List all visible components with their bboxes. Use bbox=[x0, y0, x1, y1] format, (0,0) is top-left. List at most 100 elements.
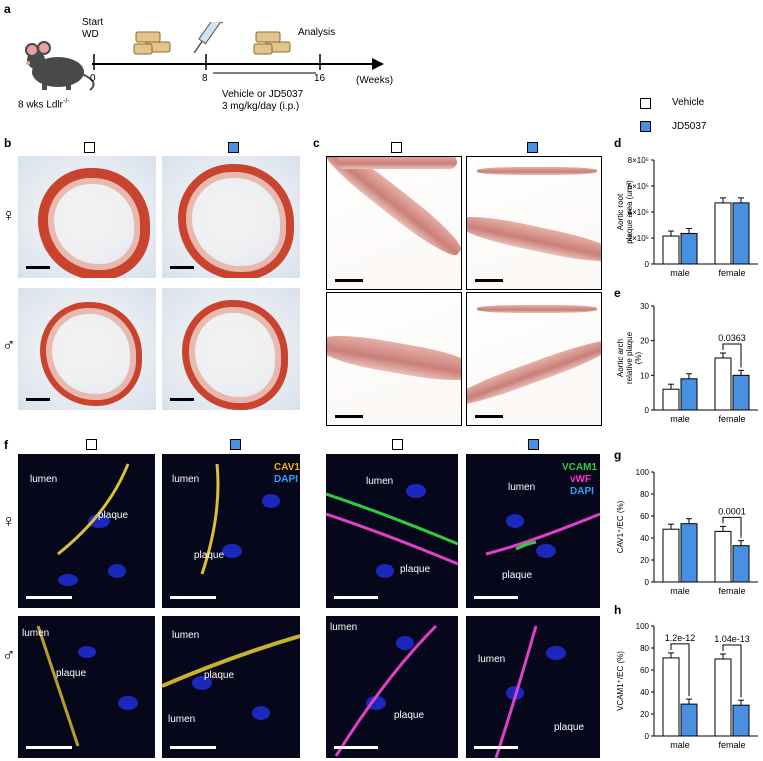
y-axis-label: relative plaque bbox=[625, 331, 634, 384]
y-tick-label: 100 bbox=[636, 622, 650, 631]
panel-label-a: a bbox=[4, 2, 11, 16]
bar-jd5037-female bbox=[732, 202, 750, 265]
bar-jd5037-male bbox=[680, 523, 698, 583]
male-symbol-b: ♂ bbox=[2, 335, 16, 355]
p-value-label: 0.0001 bbox=[718, 506, 746, 516]
lumen-label: lumen bbox=[172, 474, 200, 485]
plaque-label: plaque bbox=[194, 550, 225, 561]
aortic-arch-image-male-jd5037 bbox=[466, 292, 602, 426]
bar-jd5037-female bbox=[732, 374, 750, 411]
legend-jd5037-label: JD5037 bbox=[672, 121, 707, 132]
y-tick-label: 20 bbox=[640, 556, 649, 565]
female-symbol-f: ♀ bbox=[2, 511, 16, 531]
timeline-diagram bbox=[25, 22, 384, 91]
jd5037-marker-c bbox=[527, 142, 538, 153]
timeline-unit: (Weeks) bbox=[356, 75, 394, 86]
x-tick-label: female bbox=[718, 740, 745, 750]
y-axis-label: plaque area (um²) bbox=[625, 180, 634, 244]
timeline-start-sub: WD bbox=[82, 29, 99, 40]
chart-aortic-root-plaque: 0 2×10⁵ 4×10⁵ 6×10⁵ 8×10⁵ Aortic root plaque a… bbox=[616, 156, 758, 278]
plaque-label: plaque bbox=[56, 668, 87, 679]
plaque-label: plaque bbox=[204, 670, 235, 681]
bar-vehicle-male bbox=[662, 235, 680, 265]
cav1-image-female-jd5037: lumen plaque CAV1 DAPI bbox=[162, 454, 300, 608]
syringe-icon bbox=[193, 22, 225, 54]
x-tick-label: male bbox=[670, 586, 690, 596]
bar-jd5037-male bbox=[680, 703, 698, 737]
mouse-icon bbox=[25, 41, 95, 91]
y-tick-label: 30 bbox=[640, 302, 649, 311]
x-tick-label: male bbox=[670, 268, 690, 278]
bar-vehicle-female bbox=[714, 357, 732, 411]
cav1-legend: CAV1 bbox=[274, 462, 300, 473]
significance-bracket bbox=[722, 644, 742, 698]
dapi-legend: DAPI bbox=[274, 474, 298, 485]
aortic-root-image-female-jd5037 bbox=[162, 156, 300, 278]
y-tick-label: 0 bbox=[645, 732, 650, 741]
treatment-line-2: 3 mg/kg/day (i.p.) bbox=[222, 101, 300, 112]
lumen-label: lumen bbox=[168, 714, 196, 725]
timeline-analysis-label: Analysis bbox=[298, 27, 336, 38]
significance-bracket bbox=[670, 643, 690, 697]
y-tick-label: 60 bbox=[640, 666, 649, 675]
panel-label-c: c bbox=[313, 136, 320, 150]
p-value-label: 1.04e-13 bbox=[714, 634, 750, 644]
panel-label-h: h bbox=[614, 603, 622, 617]
y-tick-label: 4×10⁵ bbox=[628, 208, 649, 217]
x-tick-label: female bbox=[718, 586, 745, 596]
panel-label-f: f bbox=[4, 438, 8, 452]
vcam1-image-female-jd5037: lumen plaque VCAM1 vWF DAPI bbox=[466, 454, 600, 608]
plaque-label: plaque bbox=[98, 510, 129, 521]
plaque-label: plaque bbox=[394, 710, 425, 721]
lumen-label: lumen bbox=[172, 630, 200, 641]
vcam1-legend: VCAM1 bbox=[562, 462, 598, 473]
diet-icon-2 bbox=[253, 31, 291, 55]
x-tick-label: male bbox=[670, 740, 690, 750]
vehicle-marker-c bbox=[391, 142, 402, 153]
y-axis-label: Aortic arch bbox=[616, 339, 625, 377]
bar-jd5037-male bbox=[680, 378, 698, 411]
jd5037-marker-f-2 bbox=[528, 439, 539, 450]
cav1-image-male-jd5037: lumen plaque lumen bbox=[162, 616, 300, 758]
y-tick-label: 80 bbox=[640, 490, 649, 499]
vehicle-marker-f-1 bbox=[86, 439, 97, 450]
diet-icon bbox=[133, 31, 171, 55]
legend-vehicle-swatch bbox=[640, 98, 651, 109]
vcam1-image-male-vehicle: lumen plaque bbox=[326, 616, 458, 758]
bar-vehicle-female bbox=[714, 202, 732, 265]
y-tick-label: 20 bbox=[640, 710, 649, 719]
treatment-line-1: Vehicle or JD5037 bbox=[222, 89, 304, 100]
y-tick-label: 0 bbox=[645, 578, 650, 587]
x-tick-label: female bbox=[718, 268, 745, 278]
bar-jd5037-male bbox=[680, 232, 698, 265]
y-tick-label: 0 bbox=[645, 260, 650, 269]
bar-vehicle-female bbox=[714, 530, 732, 583]
timeline-start-label: Start bbox=[82, 17, 104, 28]
y-tick-label: 2×10⁵ bbox=[628, 234, 649, 243]
y-axis-label: Aortic root bbox=[616, 193, 625, 230]
vehicle-marker-f-2 bbox=[392, 439, 403, 450]
chart-cav1-ec: 0 20 40 60 80 100 CAV1⁺/EC (%) male female 0.0001 bbox=[616, 468, 758, 596]
aortic-arch-image-male-vehicle bbox=[326, 292, 462, 426]
panel-label-g: g bbox=[614, 448, 622, 462]
y-axis-label: CAV1⁺/EC (%) bbox=[616, 500, 625, 553]
x-tick-label: female bbox=[718, 414, 745, 424]
p-value-label: 0.0363 bbox=[718, 333, 746, 343]
y-tick-label: 60 bbox=[640, 512, 649, 521]
plaque-label: plaque bbox=[554, 722, 585, 733]
female-symbol-b: ♀ bbox=[2, 205, 16, 225]
lumen-label: lumen bbox=[366, 476, 394, 487]
bar-jd5037-female bbox=[732, 704, 750, 737]
significance-bracket bbox=[722, 343, 742, 368]
cav1-image-male-vehicle: lumen plaque bbox=[18, 616, 155, 758]
bar-jd5037-female bbox=[732, 545, 750, 583]
y-tick-label: 10 bbox=[640, 371, 649, 380]
aortic-arch-image-female-vehicle bbox=[326, 156, 462, 290]
bar-vehicle-male bbox=[662, 657, 680, 737]
y-tick-label: 40 bbox=[640, 688, 649, 697]
significance-bracket bbox=[722, 516, 742, 538]
jd5037-marker-b bbox=[228, 142, 239, 153]
y-tick-label: 8×10⁵ bbox=[628, 156, 649, 165]
aortic-root-image-female-vehicle bbox=[18, 156, 156, 278]
lumen-label: lumen bbox=[330, 622, 358, 633]
